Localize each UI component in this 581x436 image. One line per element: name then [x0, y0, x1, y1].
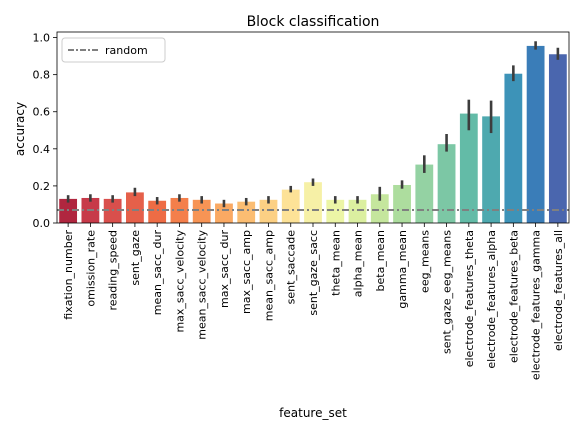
- y-tick-label: 0.6: [33, 106, 51, 119]
- bar-electrode_features_all: [548, 54, 567, 223]
- x-tick-label: max_sacc_dur: [218, 230, 231, 308]
- y-tick-label: 0.0: [33, 217, 51, 230]
- x-tick-label: eeg_means: [418, 230, 431, 293]
- x-tick-label: max_sacc_velocity: [173, 230, 186, 333]
- bar-electrode_features_alpha: [482, 116, 500, 223]
- x-tick-label: electrode_features_gamma: [530, 230, 543, 380]
- y-tick-label: 1.0: [33, 32, 51, 45]
- x-tick-label: electrode_features_beta: [507, 230, 520, 363]
- x-tick-label: electrode_features_all: [552, 230, 565, 351]
- error-bars-group: [66, 41, 560, 208]
- bar-sent_gaze_eeg_means: [437, 144, 456, 223]
- bar-max_sacc_dur: [215, 203, 233, 223]
- legend: random: [61, 37, 166, 63]
- bar-gamma_mean: [393, 184, 411, 223]
- bar-mean_sacc_amp: [259, 199, 278, 223]
- x-tick-label: omission_rate: [84, 230, 97, 307]
- bar-theta_mean: [326, 199, 345, 223]
- y-tick-label: 0.8: [33, 69, 51, 82]
- bar-mean_sacc_dur: [148, 200, 167, 223]
- bar-electrode_features_theta: [459, 113, 478, 223]
- bar-sent_gaze: [126, 192, 144, 223]
- x-tick-label: sent_saccade: [285, 230, 298, 305]
- y-ticks-group: 0.0 0.2 0.4 0.6 0.8 1.0: [33, 32, 57, 230]
- bar-mean_sacc_velocity: [192, 199, 211, 223]
- x-ticks-group: fixation_number omission_rate reading_spee…: [62, 223, 565, 380]
- bar-electrode_features_gamma: [526, 45, 545, 223]
- x-tick-label: max_sacc_amp: [240, 230, 253, 314]
- x-tick-label: mean_sacc_velocity: [196, 230, 209, 340]
- x-tick-label: alpha_mean: [352, 230, 365, 297]
- x-tick-label: gamma_mean: [396, 230, 409, 309]
- legend-label-random: random: [105, 44, 148, 57]
- x-tick-label: sent_gaze_eeg_means: [441, 230, 454, 354]
- chart-title: Block classification: [247, 14, 380, 30]
- y-tick-label: 0.2: [33, 180, 51, 193]
- x-tick-label: electrode_features_theta: [463, 230, 476, 367]
- x-tick-label: mean_sacc_dur: [151, 230, 164, 316]
- bar-max_sacc_amp: [237, 201, 256, 223]
- bar-sent_saccade: [281, 189, 300, 223]
- x-tick-label: theta_mean: [329, 230, 342, 296]
- x-tick-label: mean_sacc_amp: [262, 230, 275, 321]
- legend-box: [61, 37, 166, 63]
- x-tick-label: reading_speed: [107, 230, 120, 311]
- y-tick-label: 0.4: [33, 143, 51, 156]
- bar-electrode_features_beta: [504, 73, 523, 223]
- bar-sent_gaze_sacc: [304, 182, 322, 223]
- bar-eeg_means: [415, 164, 434, 223]
- x-tick-label: sent_gaze: [129, 230, 142, 286]
- x-tick-label: fixation_number: [62, 230, 75, 320]
- x-tick-label: electrode_features_alpha: [485, 230, 498, 369]
- bars-group: [59, 45, 567, 223]
- x-tick-label: beta_mean: [374, 230, 387, 292]
- bar-alpha_mean: [348, 199, 367, 223]
- y-axis-label: accuracy: [13, 102, 27, 156]
- bar-beta_mean: [370, 194, 389, 223]
- x-tick-label: sent_gaze_sacc: [307, 230, 320, 316]
- x-axis-label: feature_set: [279, 406, 347, 420]
